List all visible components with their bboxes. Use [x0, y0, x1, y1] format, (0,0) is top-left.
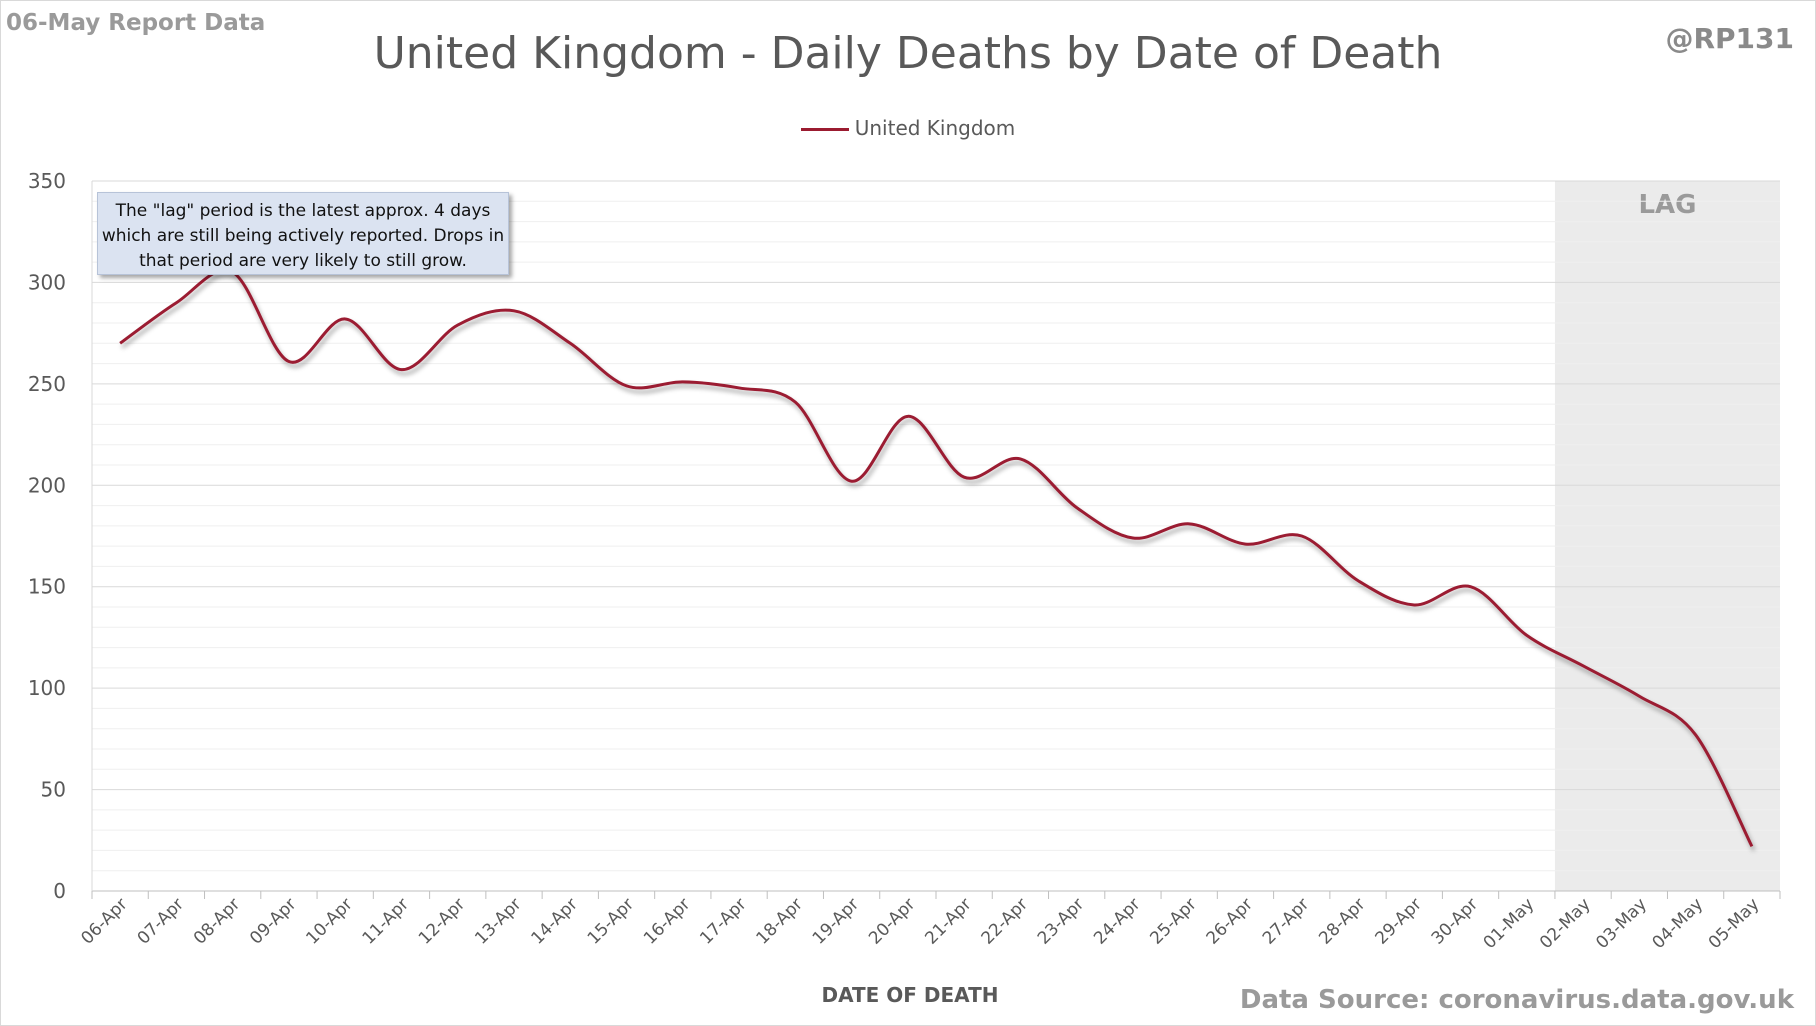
data-source: Data Source: coronavirus.data.gov.uk	[1239, 985, 1794, 1015]
data-point	[175, 301, 178, 304]
x-tick-label: 06-Apr	[77, 894, 131, 948]
lag-label: LAG	[1638, 190, 1696, 220]
x-tick-label: 23-Apr	[1034, 894, 1088, 948]
x-tick-label: 01-May	[1480, 894, 1539, 953]
x-tick-label: 29-Apr	[1371, 894, 1425, 948]
data-point	[456, 324, 459, 327]
author-handle: @RP131	[1665, 22, 1794, 55]
data-point	[1244, 543, 1247, 546]
x-tick-label: 03-May	[1592, 894, 1651, 953]
report-date-label: 06-May Report Data	[6, 10, 266, 36]
data-point	[1750, 845, 1753, 848]
y-tick-label: 150	[28, 575, 66, 599]
y-tick-label: 350	[28, 169, 66, 193]
x-tick-label: 02-May	[1536, 894, 1595, 953]
x-tick-label: 26-Apr	[1203, 894, 1257, 948]
chart-title: United Kingdom - Daily Deaths by Date of…	[373, 28, 1443, 79]
x-tick-label: 05-May	[1705, 894, 1764, 953]
x-tick-label: 10-Apr	[302, 894, 356, 948]
x-tick-label: 24-Apr	[1090, 894, 1144, 948]
y-tick-label: 0	[53, 879, 66, 903]
data-point	[1019, 457, 1022, 460]
data-point	[1300, 535, 1303, 538]
series-line-united-kingdom	[119, 268, 1754, 848]
legend-swatch	[800, 128, 849, 131]
x-tick-label: 20-Apr	[865, 894, 919, 948]
data-point	[794, 401, 797, 404]
x-tick-label: 07-Apr	[134, 894, 188, 948]
data-point	[1469, 585, 1472, 588]
x-tick-label: 14-Apr	[527, 894, 581, 948]
data-point	[1075, 506, 1078, 509]
legend: United Kingdom	[0, 116, 1816, 140]
x-tick-label: 12-Apr	[415, 894, 469, 948]
x-tick-label: 17-Apr	[696, 894, 750, 948]
data-point	[738, 386, 741, 389]
x-tick-label: 19-Apr	[809, 894, 863, 948]
y-tick-label: 50	[41, 778, 66, 802]
data-point	[681, 380, 684, 383]
y-tick-label: 100	[28, 676, 66, 700]
data-point	[119, 342, 122, 345]
x-tick-label: 30-Apr	[1428, 894, 1482, 948]
data-point	[287, 360, 290, 363]
data-point	[344, 317, 347, 320]
lag-region	[1554, 181, 1780, 891]
legend-label: United Kingdom	[854, 116, 1016, 140]
x-tick-label: 25-Apr	[1146, 894, 1200, 948]
data-point	[1525, 634, 1528, 637]
data-point	[400, 368, 403, 371]
data-point	[1357, 579, 1360, 582]
x-tick-label: 09-Apr	[246, 894, 300, 948]
data-point	[1582, 664, 1585, 667]
data-point	[569, 342, 572, 345]
data-point	[1188, 522, 1191, 525]
data-point	[625, 384, 628, 387]
data-point	[850, 480, 853, 483]
data-point	[1413, 603, 1416, 606]
x-tick-label: 28-Apr	[1315, 894, 1369, 948]
x-tick-label: 15-Apr	[584, 894, 638, 948]
x-tick-label: 11-Apr	[359, 894, 413, 948]
x-tick-label: 27-Apr	[1259, 894, 1313, 948]
x-tick-label: 08-Apr	[190, 894, 244, 948]
x-axis-title: DATE OF DEATH	[821, 983, 999, 1007]
data-point	[1131, 537, 1134, 540]
x-tick-label: 04-May	[1649, 894, 1708, 953]
x-tick-label: 18-Apr	[753, 894, 807, 948]
y-tick-label: 300	[28, 270, 66, 294]
data-point	[513, 309, 516, 312]
x-tick-label: 21-Apr	[921, 894, 975, 948]
x-tick-label: 16-Apr	[640, 894, 694, 948]
x-tick-label: 22-Apr	[978, 894, 1032, 948]
data-point	[1694, 733, 1697, 736]
lag-note-box: The "lag" period is the latest approx. 4…	[97, 192, 509, 275]
data-point	[906, 415, 909, 418]
data-point	[1638, 695, 1641, 698]
y-tick-label: 250	[28, 372, 66, 396]
y-tick-label: 200	[28, 473, 66, 497]
data-point	[963, 476, 966, 479]
x-tick-label: 13-Apr	[471, 894, 525, 948]
